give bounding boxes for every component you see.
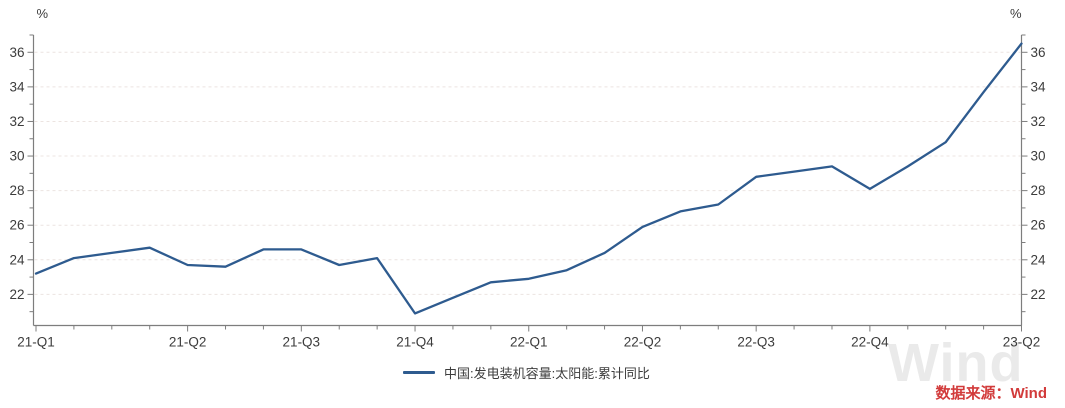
x-axis-tick-label: 22-Q4	[851, 335, 889, 350]
y-axis-tick-label-left: 26	[9, 218, 24, 233]
x-axis-tick-label: 21-Q3	[283, 335, 321, 350]
legend-series-label: 中国:发电装机容量:太阳能:累计同比	[444, 365, 650, 381]
y-axis-tick-label-left: 36	[9, 45, 24, 60]
y-axis-tick-label-left: 28	[9, 183, 24, 198]
x-axis-tick-label: 22-Q3	[737, 335, 775, 350]
y-axis-tick-label-right: 30	[1031, 149, 1046, 164]
y-axis-tick-label-left: 34	[9, 79, 25, 94]
y-axis-tick-label-left: 30	[9, 149, 24, 164]
y-axis-tick-label-left: 22	[9, 287, 24, 302]
chart-legend: 中国:发电装机容量:太阳能:累计同比	[403, 363, 650, 381]
y-axis-tick-label-right: 32	[1031, 114, 1046, 129]
y-axis-tick-label-right: 22	[1031, 287, 1046, 302]
y-axis-tick-label-right: 28	[1031, 183, 1046, 198]
series-line-solar-capacity-yoy	[34, 42, 1023, 315]
y-axis-unit-right: %	[1010, 6, 1022, 21]
legend-line-swatch	[403, 370, 435, 374]
y-axis-tick-label-left: 24	[9, 252, 25, 267]
x-axis-tick-label: 23-Q2	[1003, 335, 1041, 350]
x-axis-tick-label: 22-Q1	[510, 335, 548, 350]
y-axis-tick-label-right: 34	[1031, 79, 1047, 94]
y-axis-tick-label-right: 36	[1031, 45, 1046, 60]
y-axis-tick-label-right: 24	[1031, 252, 1047, 267]
data-source-note: 数据来源：Wind	[935, 385, 1047, 402]
x-axis-tick-label: 22-Q2	[624, 335, 662, 350]
x-axis-tick-label: 21-Q1	[17, 335, 55, 350]
y-axis-tick-label-right: 26	[1031, 218, 1046, 233]
y-axis-unit-left: %	[36, 6, 48, 21]
x-axis-tick-label: 21-Q2	[169, 335, 207, 350]
y-axis-tick-label-left: 32	[9, 114, 24, 129]
x-axis-tick-label: 21-Q4	[396, 335, 434, 350]
wind-watermark: Wind	[888, 333, 1024, 393]
